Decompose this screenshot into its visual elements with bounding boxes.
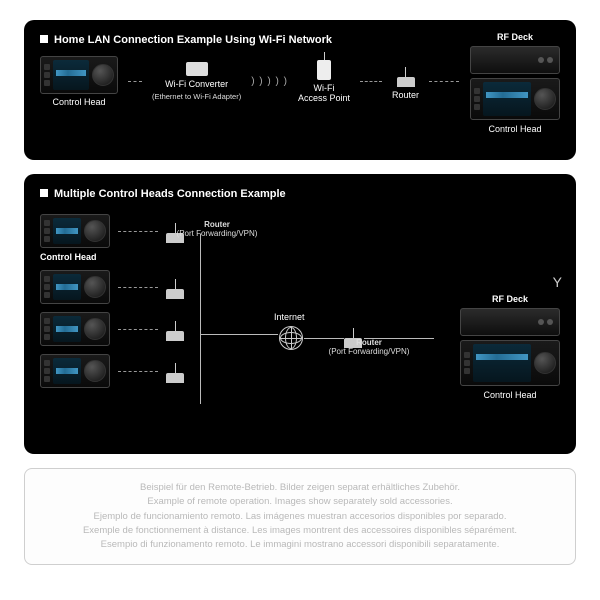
radio-device-icon	[40, 312, 110, 346]
radio-device-icon	[40, 56, 118, 94]
panel1-row: Control Head Wi-Fi Converter (Ethernet t…	[40, 56, 459, 107]
control-heads-column: Control Head	[40, 214, 184, 388]
footer-line-fr: Exemple de fonctionnement à distance. Le…	[39, 524, 561, 538]
cable-line	[118, 287, 158, 288]
network-line	[200, 234, 201, 404]
router-p1: Router	[392, 63, 419, 100]
router-label: Router	[392, 90, 419, 100]
footer-line-de: Beispiel für den Remote-Betrieb. Bilder …	[39, 481, 561, 495]
list-item	[40, 354, 184, 388]
control-head-label-right: Control Head	[483, 390, 536, 400]
wifi-converter-sublabel: (Ethernet to Wi-Fi Adapter)	[152, 92, 241, 101]
radio-device-icon	[40, 214, 110, 248]
control-head-label: Control Head	[40, 252, 184, 262]
list-item	[40, 214, 184, 248]
router-icon	[166, 359, 184, 383]
panel2-title: Multiple Control Heads Connection Exampl…	[40, 188, 560, 200]
router2-label: Router	[356, 338, 382, 347]
wifi-access-point: Wi-Fi Access Point	[298, 60, 350, 103]
rf-deck-stack-p2: RF Deck Control Head	[460, 294, 560, 400]
bullet-icon	[40, 189, 48, 197]
radio-device-icon	[40, 270, 110, 304]
router2-sublabel: (Port Forwarding/VPN)	[329, 347, 410, 356]
radio-device-icon	[470, 78, 560, 120]
radio-device-icon	[460, 340, 560, 386]
network-line	[364, 338, 434, 339]
cable-line	[128, 81, 142, 82]
cable-line	[118, 371, 158, 372]
router-icon	[166, 317, 184, 341]
rf-deck-label: RF Deck	[492, 294, 528, 304]
radio-device-icon	[40, 354, 110, 388]
cable-line	[360, 81, 382, 82]
wifi-converter-icon	[186, 62, 208, 76]
panel-home-lan: Home LAN Connection Example Using Wi-Fi …	[24, 20, 576, 160]
cable-line	[429, 81, 459, 82]
control-head-label: Control Head	[52, 97, 105, 107]
wifi-waves-icon: ) ) ) ) )	[251, 76, 288, 87]
antenna-icon: Y	[553, 274, 562, 290]
network-line	[200, 334, 278, 335]
rf-deck-icon	[460, 308, 560, 336]
footer-line-it: Esempio di funzionamento remoto. Le imma…	[39, 538, 561, 552]
wifi-converter: Wi-Fi Converter (Ethernet to Wi-Fi Adapt…	[152, 62, 241, 101]
rf-deck-label: RF Deck	[497, 32, 533, 42]
wifi-ap-icon	[317, 60, 331, 80]
rf-deck-icon	[470, 46, 560, 74]
internet-label: Internet	[274, 312, 305, 322]
panel2-title-text: Multiple Control Heads Connection Exampl…	[54, 188, 286, 200]
router1-label-block: Router (Port Forwarding/VPN)	[172, 220, 262, 238]
router-icon	[397, 63, 415, 87]
wifi-ap-label: Wi-Fi Access Point	[298, 83, 350, 103]
panel-multiple-heads: Multiple Control Heads Connection Exampl…	[24, 174, 576, 454]
router1-sublabel: (Port Forwarding/VPN)	[177, 229, 258, 238]
bullet-icon	[40, 35, 48, 43]
rf-deck-stack-p1: RF Deck Control Head	[470, 32, 560, 134]
router2-label-block: Router (Port Forwarding/VPN)	[324, 338, 414, 356]
footer-line-es: Ejemplo de funcionamiento remoto. Las im…	[39, 510, 561, 524]
control-head-label-right: Control Head	[488, 124, 541, 134]
wifi-converter-label: Wi-Fi Converter	[165, 79, 228, 89]
router1-label: Router	[204, 220, 230, 229]
list-item	[40, 312, 184, 346]
cable-line	[118, 231, 158, 232]
footer-captions: Beispiel für den Remote-Betrieb. Bilder …	[24, 468, 576, 565]
router-icon	[166, 275, 184, 299]
panel1-title-text: Home LAN Connection Example Using Wi-Fi …	[54, 34, 332, 46]
footer-line-en: Example of remote operation. Images show…	[39, 495, 561, 509]
list-item	[40, 270, 184, 304]
control-head-left: Control Head	[40, 56, 118, 107]
globe-icon	[279, 326, 303, 350]
cable-line	[118, 329, 158, 330]
